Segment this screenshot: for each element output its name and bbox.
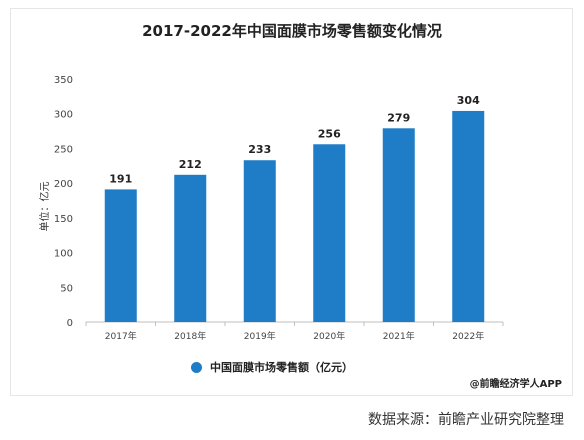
legend-swatch (191, 361, 202, 373)
bar (243, 160, 276, 322)
y-tick-label: 100 (54, 249, 73, 260)
bar (174, 174, 207, 322)
chart-legend: 中国面膜市场零售额（亿元） (191, 359, 353, 375)
bar (382, 128, 415, 322)
y-tick-label: 300 (54, 110, 73, 121)
data-label: 233 (248, 143, 271, 156)
chart-frame (10, 8, 573, 396)
x-tick-label: 2019年 (244, 330, 276, 342)
y-tick-label: 250 (54, 144, 73, 155)
y-tick-label: 0 (67, 318, 73, 329)
legend-label: 中国面膜市场零售额（亿元） (210, 361, 353, 374)
y-tick-label: 200 (54, 179, 73, 190)
credit-text: @前瞻经济学人APP (469, 379, 562, 390)
y-tick-label: 50 (60, 283, 73, 294)
bar (313, 144, 346, 322)
source-text: 数据来源：前瞻产业研究院整理 (368, 412, 564, 428)
x-tick-label: 2020年 (313, 330, 345, 342)
y-axis-title: 单位：亿元 (38, 182, 51, 232)
x-tick-label: 2021年 (383, 330, 415, 342)
x-tick-label: 2017年 (105, 330, 137, 342)
data-label: 256 (318, 127, 341, 140)
chart-title: 2017-2022年中国面膜市场零售额变化情况 (142, 22, 442, 40)
data-label: 279 (387, 111, 410, 124)
y-tick-label: 150 (54, 214, 73, 225)
data-label: 191 (109, 172, 132, 185)
data-label: 304 (457, 94, 480, 107)
x-tick-label: 2022年 (452, 330, 484, 342)
y-tick-label: 350 (54, 75, 73, 86)
x-tick-label: 2018年 (174, 330, 206, 342)
data-label: 212 (179, 158, 202, 171)
bar (452, 110, 485, 323)
bar (104, 189, 137, 322)
